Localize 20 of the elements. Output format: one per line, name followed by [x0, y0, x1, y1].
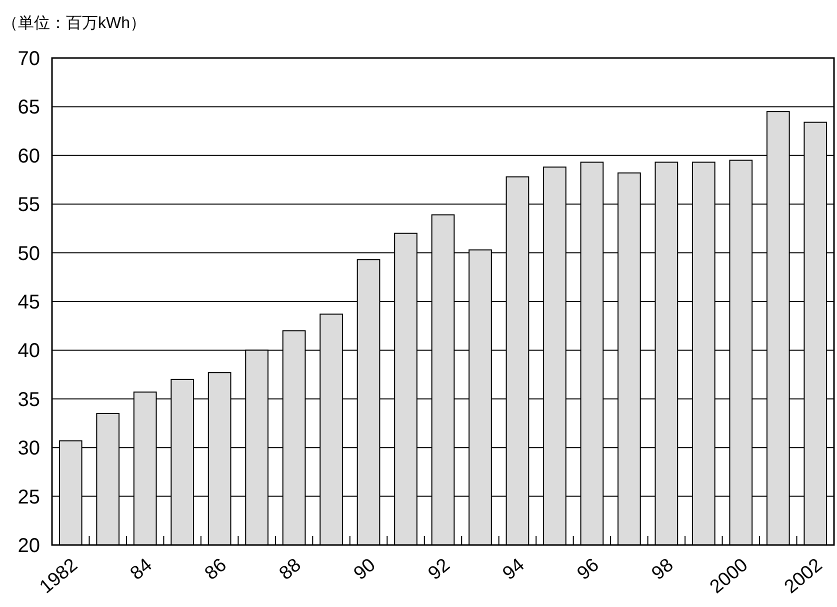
- x-tick-label: 84: [126, 554, 157, 584]
- y-tick-label: 60: [18, 145, 40, 168]
- y-axis-title: （単位：百万kWh）: [2, 15, 146, 32]
- y-tick-label: 25: [18, 486, 40, 508]
- x-tick-label: 88: [276, 554, 306, 584]
- x-tick-label: 92: [424, 554, 454, 584]
- x-tick-label: 86: [201, 554, 231, 584]
- x-tick-label: 96: [573, 554, 604, 584]
- y-tick-label: 40: [18, 340, 40, 362]
- y-tick-label: 65: [18, 96, 40, 119]
- y-tick-label: 70: [18, 48, 40, 70]
- y-tick-label: 20: [18, 535, 40, 557]
- y-tick-label: 35: [18, 388, 40, 411]
- y-tick-label: 50: [18, 242, 40, 265]
- y-tick-label: 30: [18, 438, 40, 460]
- x-tick-label: 98: [648, 554, 678, 584]
- x-tick-label: 90: [350, 554, 380, 584]
- y-tick-label: 55: [18, 194, 40, 216]
- y-tick-label: 45: [18, 292, 40, 314]
- x-tick-label: 94: [498, 554, 530, 584]
